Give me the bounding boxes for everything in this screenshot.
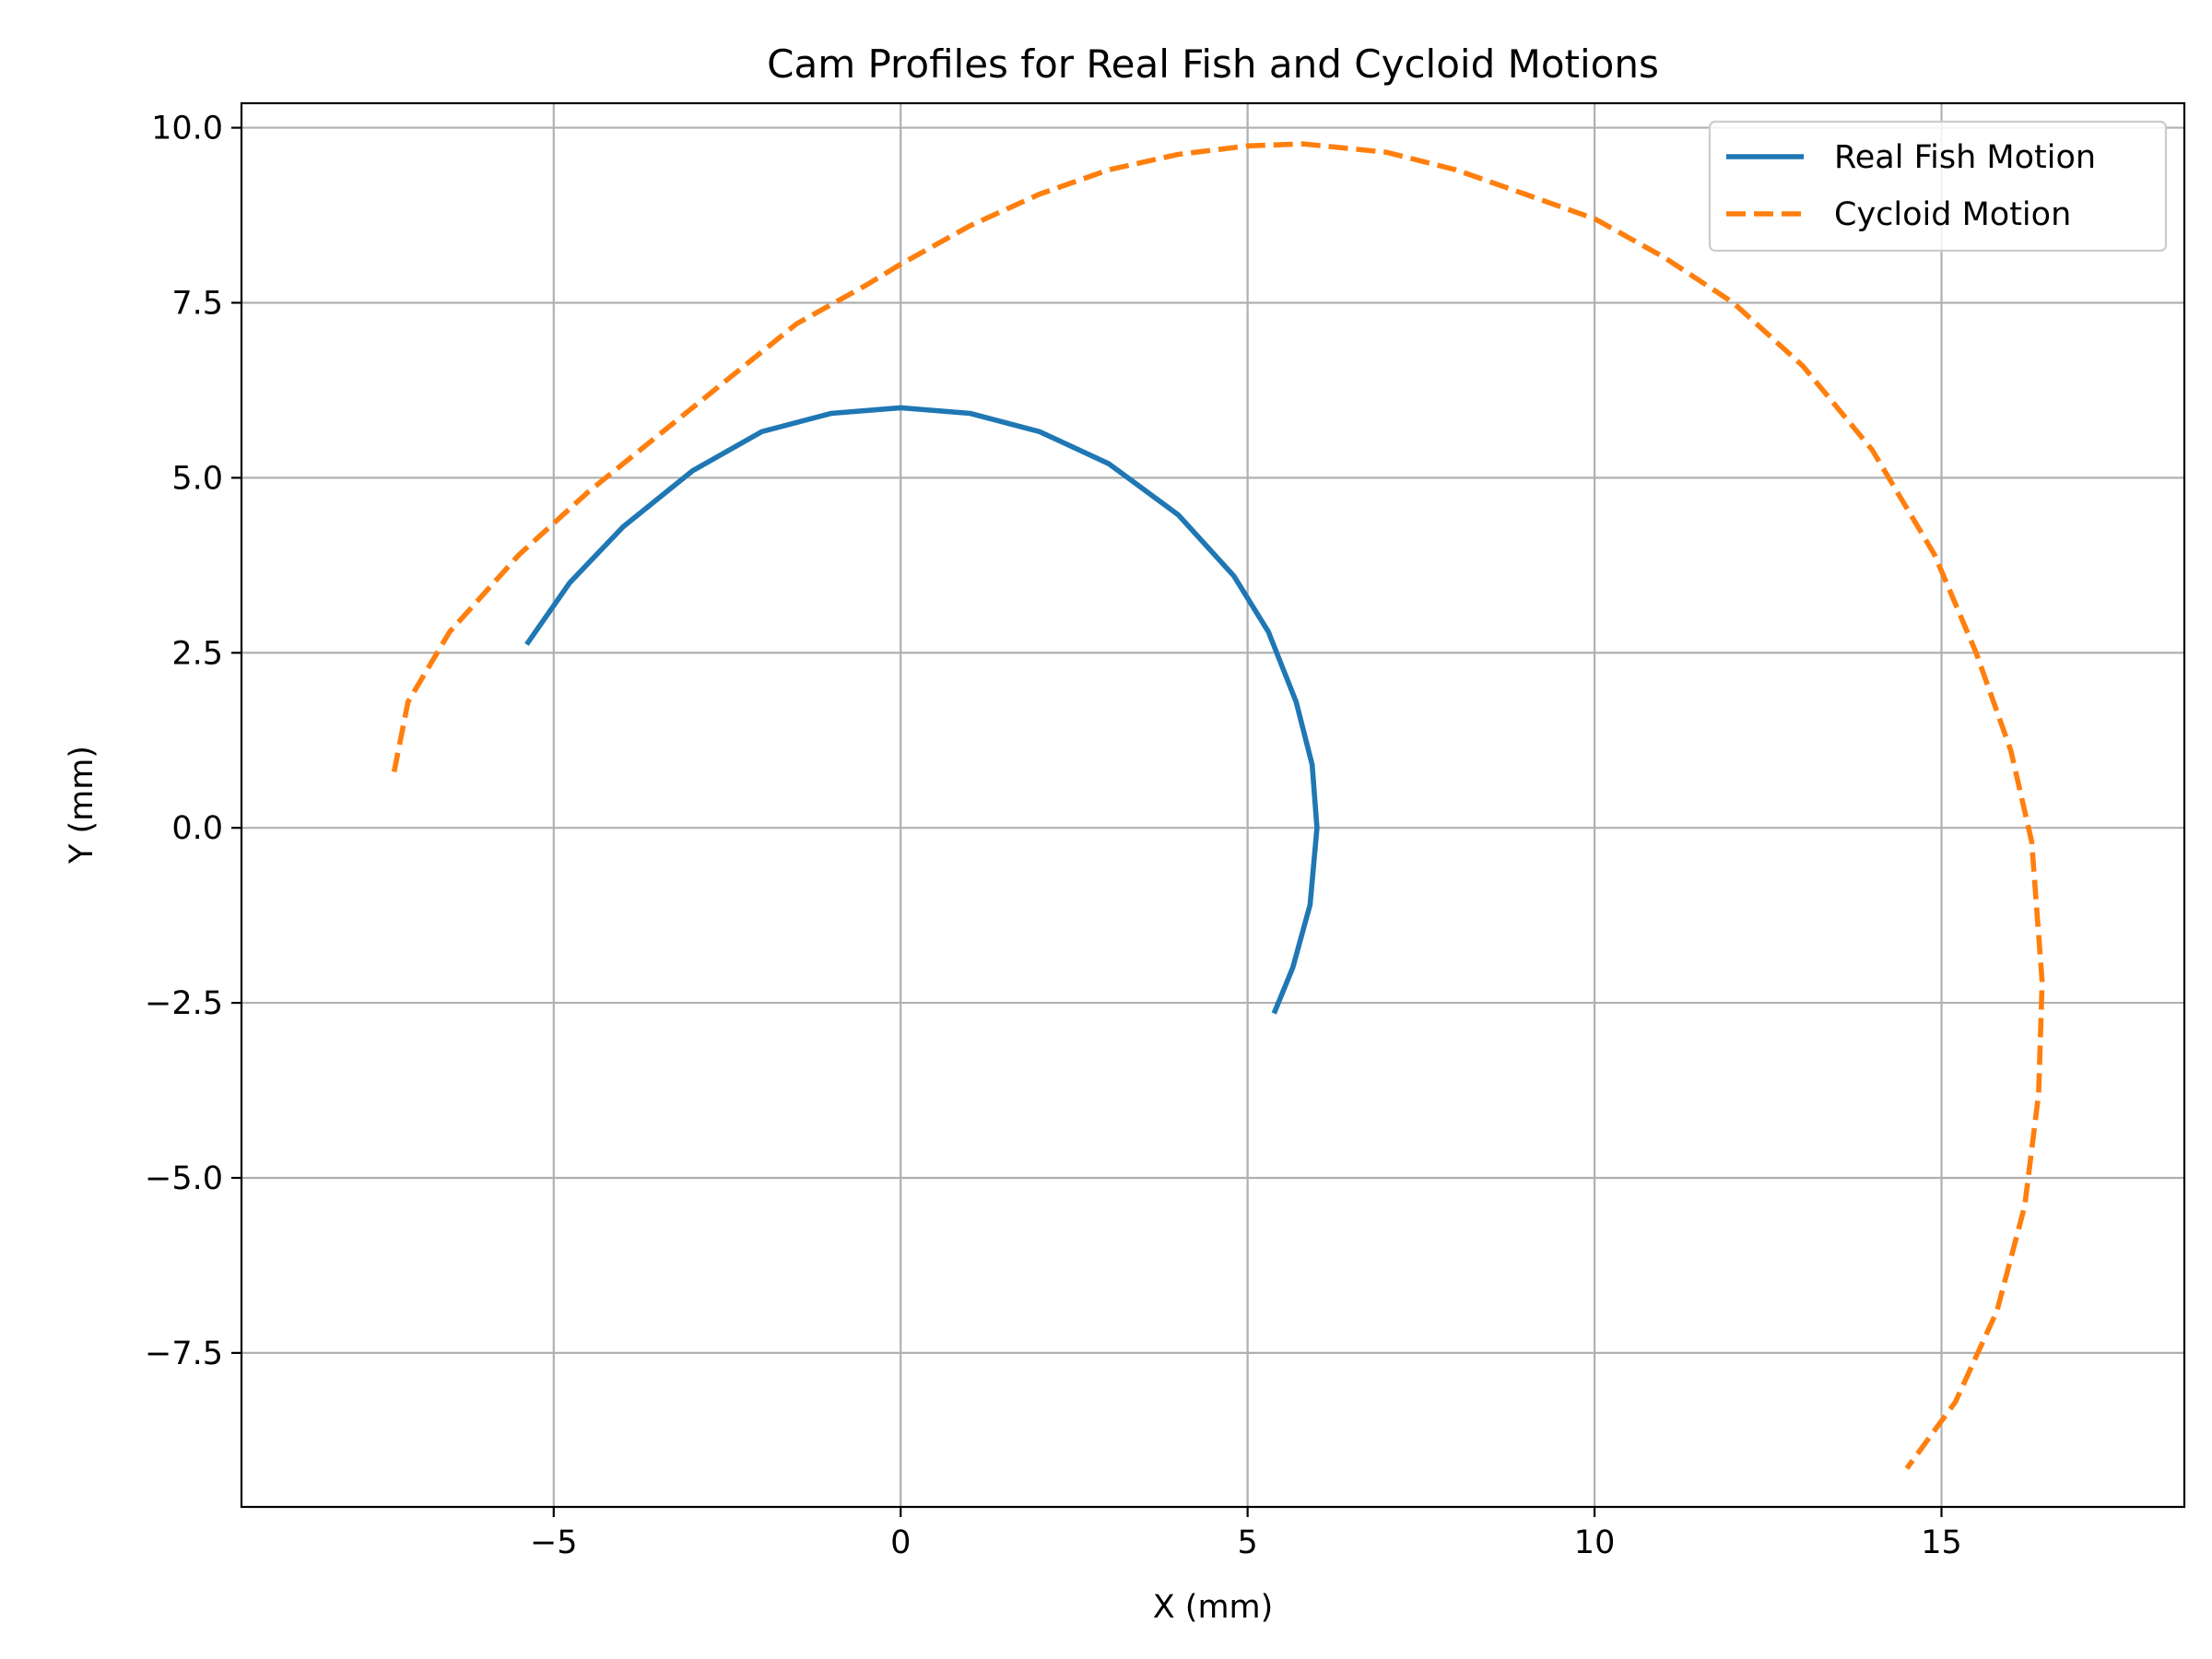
x-axis-title: X (mm): [1153, 1589, 1274, 1626]
series-line-cycloid-motion: [391, 141, 2045, 1470]
y-tick-label: 10.0: [151, 111, 223, 147]
x-tick-label: 15: [1921, 1524, 1962, 1561]
legend: Real Fish Motion Cycloid Motion: [1708, 120, 2168, 253]
y-tick-label: 2.5: [171, 635, 223, 672]
y-tick-label: −7.5: [145, 1335, 223, 1372]
y-tick-label: 5.0: [171, 460, 223, 497]
y-tick-label: −2.5: [145, 985, 223, 1022]
grid: [241, 103, 2184, 1507]
y-tick-label: 7.5: [171, 285, 223, 322]
plot-area-frame: [240, 101, 2186, 1509]
x-tick-label: 5: [1238, 1524, 1258, 1561]
x-tick-label: 0: [890, 1524, 911, 1561]
legend-label: Real Fish Motion: [1834, 139, 2096, 176]
y-axis-ticks: 10.0 7.5 5.0 2.5 0.0 −2.5 −5.0 −7.5: [145, 111, 241, 1372]
legend-label: Cycloid Motion: [1834, 196, 2071, 233]
x-axis-ticks: −5 0 5 10 15: [530, 1507, 1962, 1561]
series-line-real-fish-motion: [524, 405, 1320, 1015]
x-tick-label: −5: [530, 1524, 578, 1561]
y-axis-title: Y (mm): [64, 746, 100, 865]
y-tick-label: 0.0: [171, 810, 223, 847]
x-tick-label: 10: [1574, 1524, 1616, 1561]
y-tick-label: −5.0: [145, 1160, 223, 1197]
legend-box: [1708, 120, 2168, 253]
chart-title: Cam Profiles for Real Fish and Cycloid M…: [767, 41, 1659, 87]
plot-series: [391, 141, 2045, 1470]
